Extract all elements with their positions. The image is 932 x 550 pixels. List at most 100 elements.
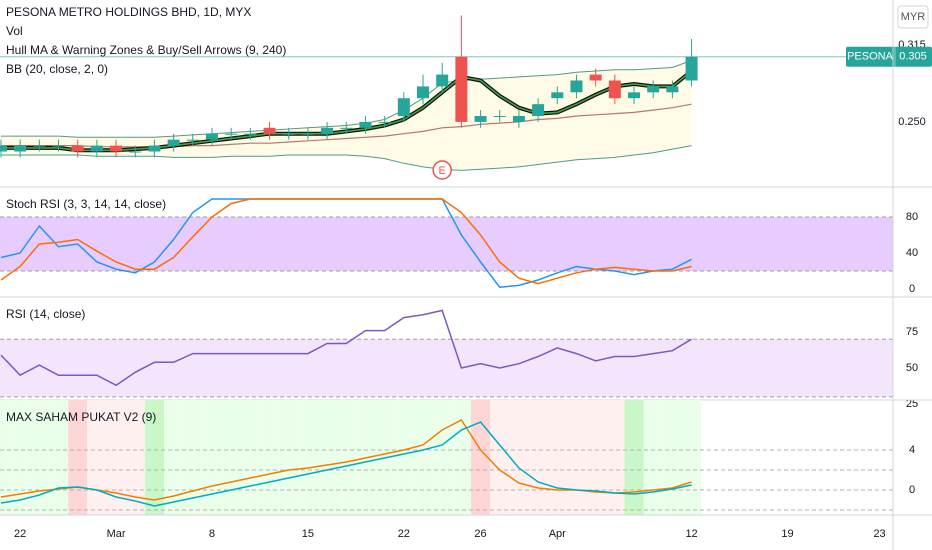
x-tick-label: 22 <box>398 528 410 540</box>
zone <box>48 400 69 515</box>
candle-body <box>244 133 257 135</box>
x-tick-label: 19 <box>781 528 793 540</box>
candle-body <box>359 121 372 128</box>
candle-body <box>90 145 103 152</box>
legend-text: PESONA METRO HOLDINGS BHD, 1D, MYX <box>6 5 251 19</box>
candle-body <box>71 145 84 152</box>
zone <box>586 400 606 515</box>
y-tick-label: 80 <box>906 211 918 223</box>
zone <box>240 400 260 515</box>
candle-body <box>301 133 314 135</box>
zone <box>509 400 529 515</box>
price-tag <box>846 46 932 67</box>
candle-body <box>474 115 487 122</box>
zone <box>10 400 30 515</box>
candle-body <box>666 86 679 93</box>
zone <box>0 400 11 515</box>
series-line <box>0 198 692 285</box>
pane <box>0 400 893 515</box>
candle-body <box>129 151 142 153</box>
x-tick-label: 26 <box>474 528 486 540</box>
legend-text: RSI (14, close) <box>6 307 85 321</box>
candle-body <box>551 92 564 99</box>
candle-body <box>493 115 506 117</box>
candle-body <box>685 56 698 81</box>
legend-text: Stoch RSI (3, 3, 14, 14, close) <box>6 197 166 211</box>
y-tick-label: 40 <box>906 247 918 259</box>
candle-body <box>397 98 410 116</box>
candle-body <box>0 145 7 152</box>
zone <box>662 400 682 515</box>
candle-body <box>378 121 391 123</box>
candle-body <box>321 127 334 134</box>
zone <box>259 400 280 515</box>
y-tick-label: 0 <box>909 484 915 496</box>
candle-body <box>340 127 353 129</box>
y-tick-label: 50 <box>906 362 918 374</box>
x-tick-label: 23 <box>873 528 885 540</box>
event-label: E <box>439 165 446 177</box>
legend-text: Vol <box>6 24 23 38</box>
legend-text: BB (20, close, 2, 0) <box>6 62 108 76</box>
zone <box>144 400 165 515</box>
candle-body <box>110 145 123 152</box>
candle-body <box>205 133 218 140</box>
candle-body <box>225 133 238 135</box>
candle-body <box>14 145 27 152</box>
pane <box>0 15 893 171</box>
candle-body <box>570 80 583 93</box>
candle-body <box>589 74 602 81</box>
series-line <box>0 421 692 507</box>
legend-text: Hull MA & Warning Zones & Buy/Sell Arrow… <box>6 43 286 57</box>
zone <box>87 400 107 515</box>
currency-box <box>897 5 929 29</box>
zone <box>605 400 625 515</box>
band-fill <box>0 216 893 271</box>
zone <box>29 400 49 515</box>
zone <box>221 400 241 515</box>
zone <box>681 400 702 515</box>
zone <box>336 400 356 515</box>
zone <box>125 400 145 515</box>
price-tag-value: 0.305 <box>899 51 927 63</box>
price-tag-label: PESONA <box>847 51 894 63</box>
zone <box>298 400 318 515</box>
y-tick-label: 25 <box>906 398 918 410</box>
x-tick-label: 15 <box>302 528 314 540</box>
zone <box>68 400 88 515</box>
candle-body <box>628 92 641 99</box>
zone <box>413 400 433 515</box>
x-tick-label: 12 <box>685 528 697 540</box>
pane <box>0 198 893 288</box>
event-marker <box>432 160 452 180</box>
candle-body <box>532 104 545 116</box>
candle-body <box>436 74 449 87</box>
zone <box>432 400 452 515</box>
candle-body <box>417 86 429 99</box>
currency: MYR <box>901 11 926 23</box>
zone <box>643 400 663 515</box>
zone <box>106 400 126 515</box>
zone <box>490 400 510 515</box>
candle-body <box>186 139 199 141</box>
band-fill <box>0 339 893 397</box>
candle-body <box>33 145 46 147</box>
zone <box>279 400 299 515</box>
x-tick-label: Mar <box>107 528 126 540</box>
zone <box>183 400 203 515</box>
y-tick-label: 0 <box>909 283 915 295</box>
candle-body <box>455 56 468 122</box>
pane <box>0 309 893 398</box>
candle-body <box>282 133 295 135</box>
x-tick-label: 22 <box>14 528 26 540</box>
zone <box>202 400 222 515</box>
zone <box>451 400 471 515</box>
candle-body <box>608 80 621 99</box>
candle-body <box>148 145 161 152</box>
zone <box>317 400 337 515</box>
legend-text: MAX SAHAM PUKAT V2 (9) <box>6 410 156 424</box>
y-tick-label: 0.250 <box>898 116 926 128</box>
candle-body <box>512 115 525 122</box>
